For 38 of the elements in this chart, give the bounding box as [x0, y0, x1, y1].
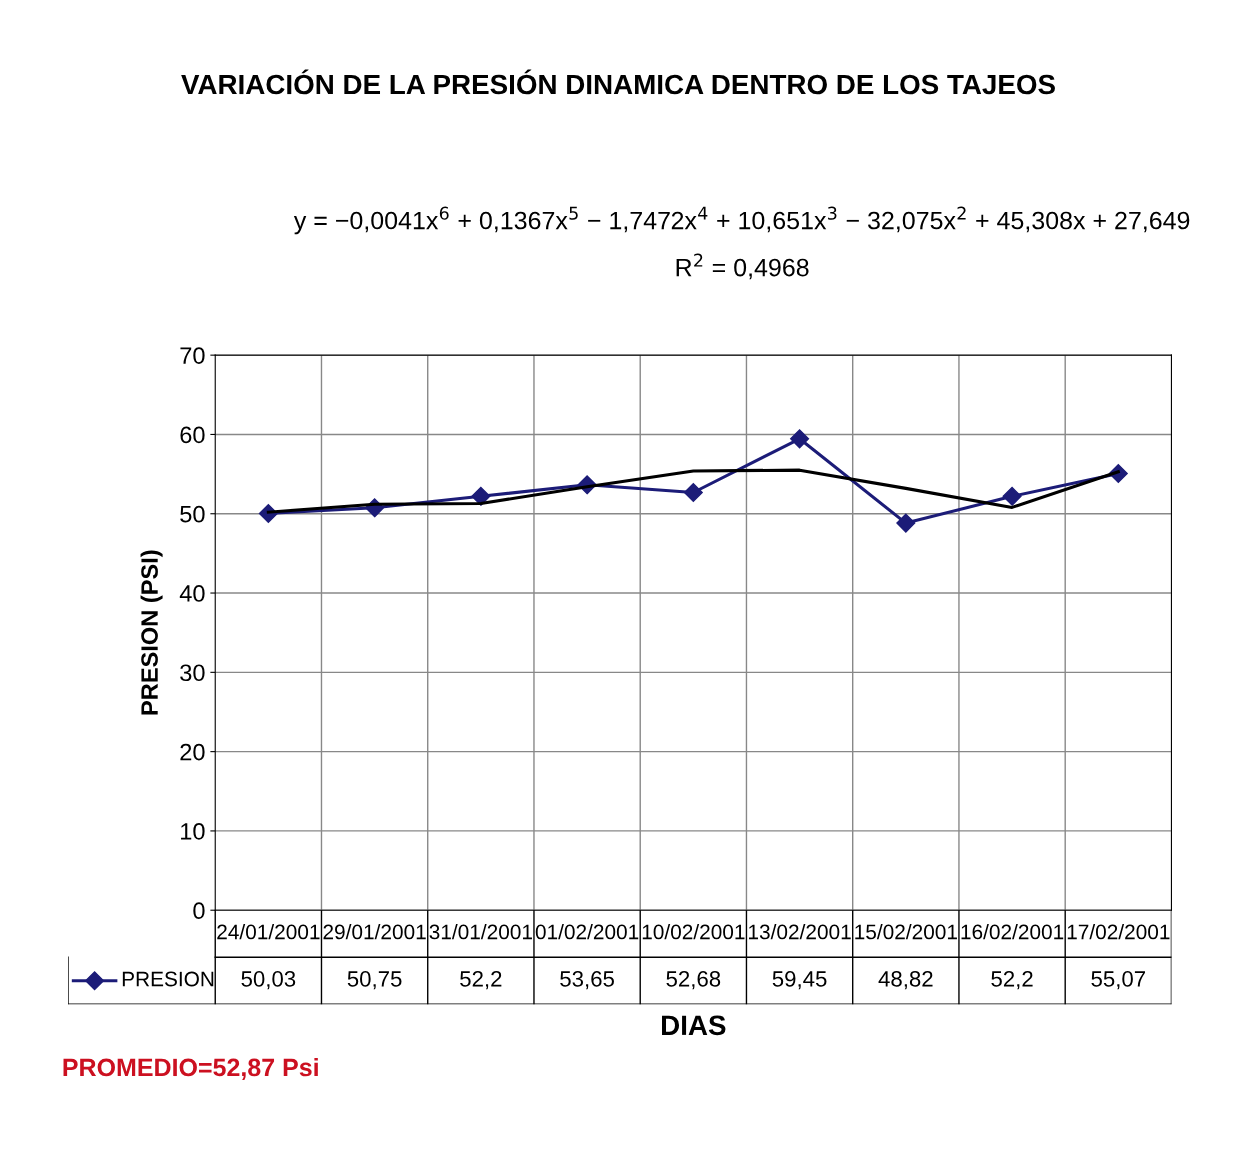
x-tick-label: 13/02/2001 [749, 924, 851, 940]
y-tick-label: 60 [180, 426, 205, 444]
y-tick-label: 70 [180, 347, 205, 364]
y-axis-title: PRESION (PSI) [140, 550, 163, 715]
x-tick-label: 17/02/2001 [1067, 924, 1170, 940]
x-tick-label: 01/02/2001 [535, 924, 639, 940]
text: 52,2 [991, 971, 1033, 990]
x-tick-label: 29/01/2001 [323, 924, 426, 940]
y-tick-label: 0 [193, 902, 205, 920]
point [683, 482, 703, 503]
text: 48,82 [878, 971, 933, 990]
y-tick-label: 50 [180, 505, 205, 523]
legend-label: PRESION [122, 971, 214, 987]
text: PROMEDIO=52,87 Psi [63, 1057, 318, 1080]
text: y = −0,0041x$^{6}$ + 0,1367x$^{5}$ − 1,7472x$^{4}$ + 10,651x$^{3}$ − 32,075x$^{2}$ + 45,308x + 27,649 [293, 206, 1190, 235]
text: 50,75 [347, 971, 402, 990]
text: 50,03 [241, 971, 296, 990]
text: 52,2 [460, 971, 502, 990]
y-tick-label: 20 [180, 743, 205, 761]
x-tick-label: 16/02/2001 [961, 924, 1064, 940]
point [896, 513, 916, 533]
point [790, 429, 810, 449]
text: R$^{2}$ = 0,4968 [676, 253, 809, 280]
x-tick-label: 15/02/2001 [855, 924, 957, 940]
point [471, 486, 491, 506]
text: 55,07 [1091, 971, 1146, 990]
y-tick-label: 40 [179, 585, 205, 602]
x-tick-label: 31/01/2001 [429, 924, 532, 940]
y-tick-label: 30 [180, 664, 205, 682]
text: 59,45 [772, 971, 827, 990]
y-tick-label: 10 [181, 823, 205, 840]
x-tick-label: 10/02/2001 [642, 924, 745, 940]
chart-title: VARIACIÓN DE LA PRESIÓN DINAMICA DENTRO DE LOS TAJEOS [181, 69, 1055, 95]
point [1002, 486, 1022, 506]
text: 53,65 [560, 971, 614, 990]
x-tick-label: 24/01/2001 [217, 924, 320, 940]
x-axis-title: DIAS [662, 1015, 726, 1036]
text: 52,68 [666, 971, 721, 990]
